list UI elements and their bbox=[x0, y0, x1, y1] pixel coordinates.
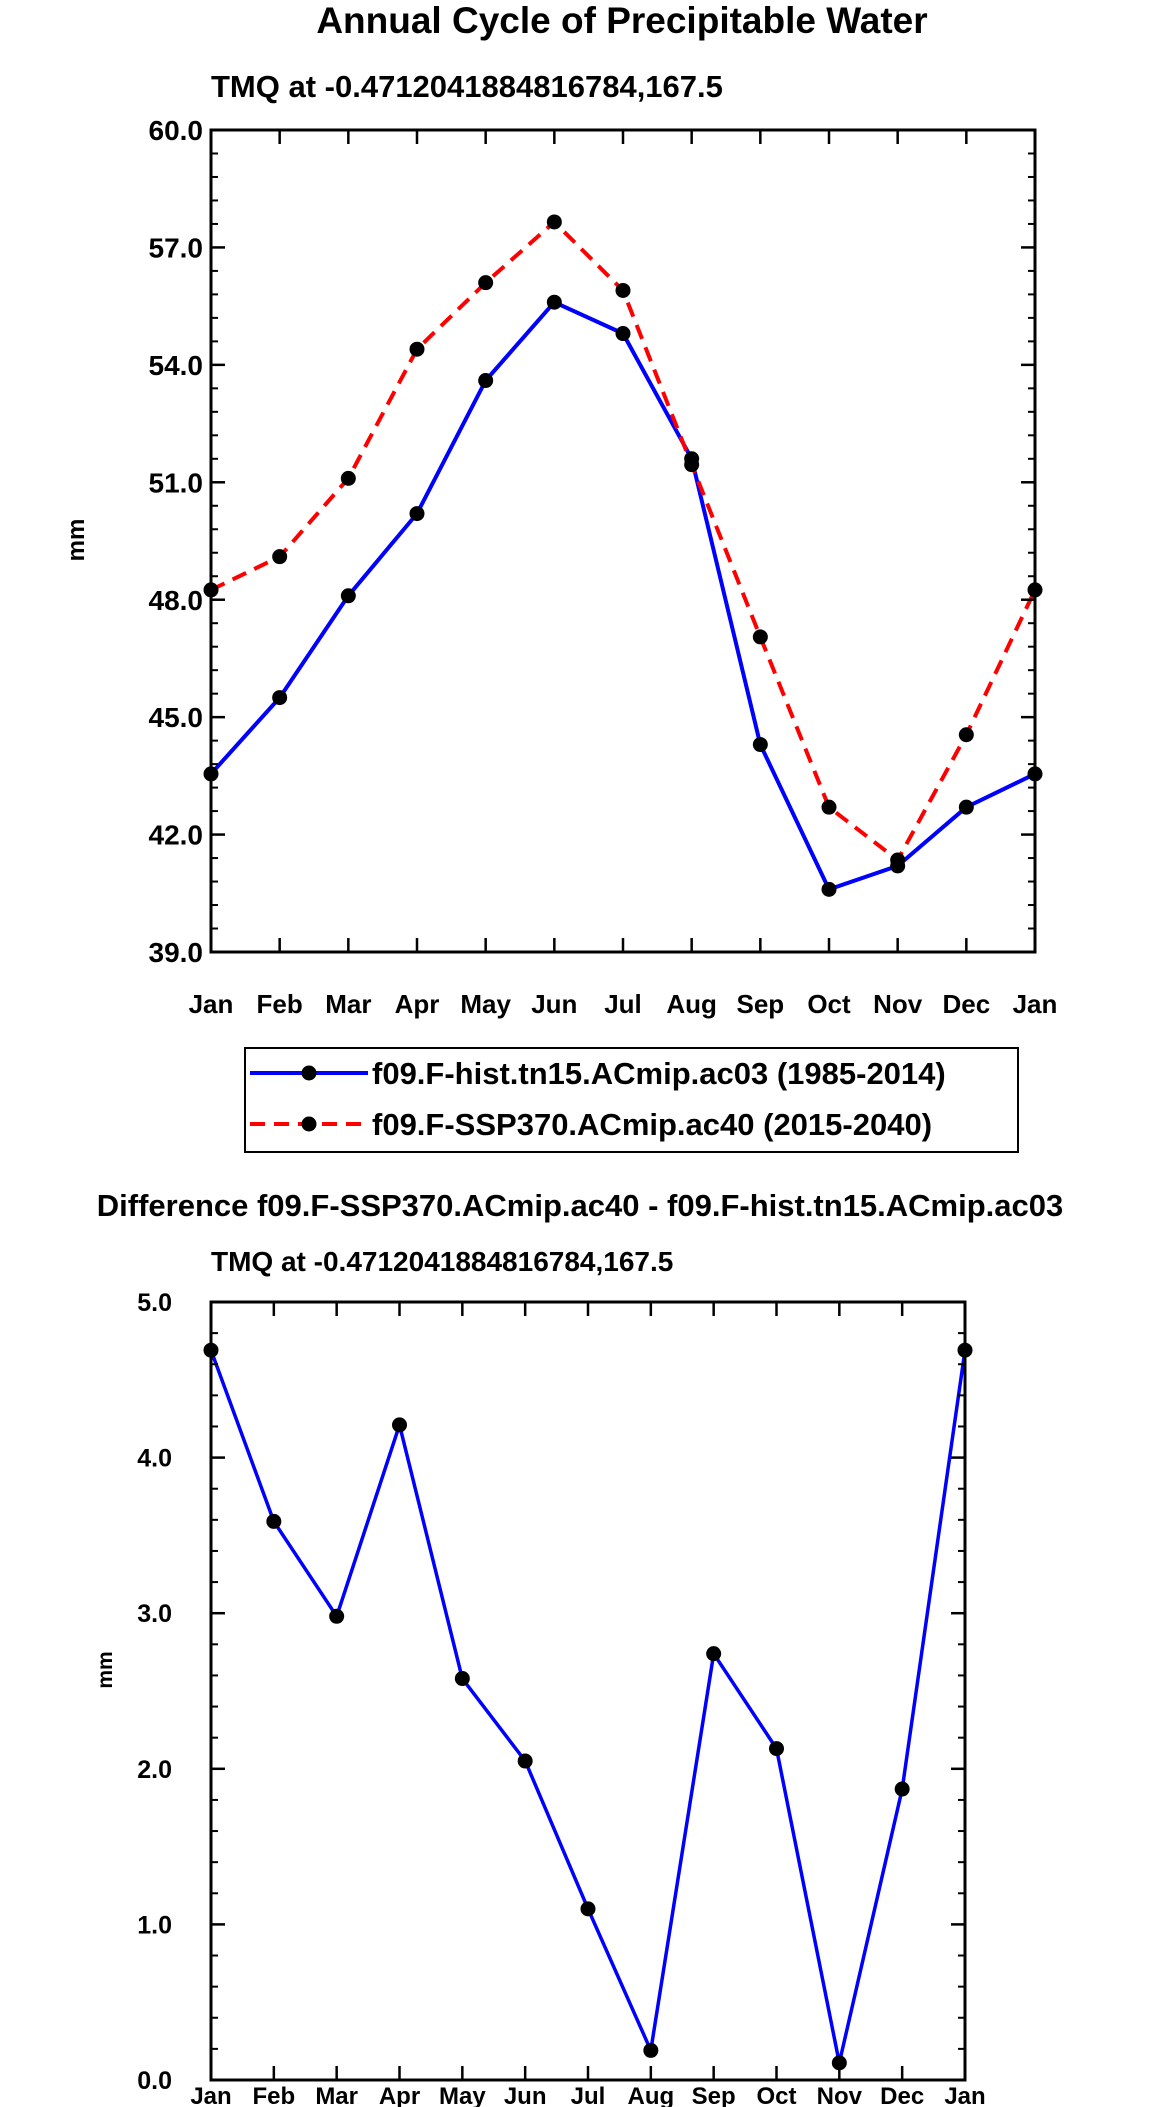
bottom-series-0-line bbox=[209, 1349, 967, 2065]
top-y-tick-label: 45.0 bbox=[149, 702, 204, 733]
top-chart: Annual Cycle of Precipitable Water TMQ a… bbox=[63, 0, 1057, 1019]
top-series-1-point bbox=[752, 629, 768, 645]
top-series-1-point bbox=[821, 799, 837, 815]
top-x-tick-label: May bbox=[460, 989, 511, 1019]
top-series-0-point bbox=[546, 294, 562, 310]
top-chart-subtitle: TMQ at -0.4712041884816784,167.5 bbox=[211, 69, 723, 104]
top-series-1-point bbox=[340, 470, 356, 486]
bottom-x-tick-label: Jun bbox=[504, 2083, 547, 2107]
bottom-series-0-point bbox=[831, 2055, 847, 2071]
bottom-y-tick-label: 4.0 bbox=[137, 1445, 172, 1473]
bottom-x-tick-label: Aug bbox=[628, 2083, 675, 2107]
top-chart-y-axis-label: mm bbox=[63, 519, 90, 562]
bottom-y-tick-label: 5.0 bbox=[137, 1289, 172, 1317]
top-series-0-point bbox=[409, 506, 425, 522]
top-x-tick-label: Sep bbox=[736, 989, 784, 1019]
top-x-tick-label: Jul bbox=[604, 989, 642, 1019]
top-series-0-point bbox=[340, 588, 356, 604]
legend-label-hist: f09.F-hist.tn15.ACmip.ac03 (1985-2014) bbox=[372, 1056, 946, 1091]
top-x-tick-label: Nov bbox=[873, 989, 923, 1019]
top-series-1-point bbox=[958, 727, 974, 743]
bottom-y-tick-label: 1.0 bbox=[137, 1911, 172, 1939]
top-series-0-point bbox=[752, 737, 768, 753]
top-chart-title: Annual Cycle of Precipitable Water bbox=[316, 0, 927, 41]
top-x-tick-label: Aug bbox=[666, 989, 717, 1019]
top-series-0-point bbox=[958, 799, 974, 815]
top-plot-frame bbox=[209, 128, 1037, 954]
bottom-y-tick-label: 2.0 bbox=[137, 1756, 172, 1784]
bottom-chart-y-axis-label: mm bbox=[94, 1651, 117, 1688]
top-x-tick-label: Jan bbox=[1013, 989, 1058, 1019]
legend-marker-hist bbox=[301, 1065, 317, 1081]
top-series-1-point bbox=[546, 214, 562, 230]
top-series-0-point bbox=[272, 690, 288, 706]
bottom-series-0-point bbox=[329, 1608, 345, 1624]
bottom-series-0-point bbox=[769, 1741, 784, 1757]
top-y-tick-label: 51.0 bbox=[149, 467, 204, 498]
top-series-0-point bbox=[615, 326, 631, 342]
legend-marker-ssp bbox=[301, 1116, 317, 1132]
bottom-x-tick-label: Jan bbox=[190, 2083, 231, 2107]
bottom-series-0-point bbox=[517, 1753, 533, 1769]
bottom-y-tick-label: 0.0 bbox=[137, 2067, 172, 2095]
bottom-chart-title: Difference f09.F-SSP370.ACmip.ac40 - f09… bbox=[97, 1188, 1064, 1223]
top-series-1-point bbox=[272, 549, 288, 565]
bottom-chart-subtitle: TMQ at -0.4712041884816784,167.5 bbox=[211, 1246, 673, 1277]
bottom-x-tick-label: May bbox=[439, 2083, 486, 2107]
top-series-1-point bbox=[890, 852, 906, 868]
top-series-0-point bbox=[478, 373, 494, 389]
bottom-y-tick-label: 3.0 bbox=[137, 1600, 172, 1628]
top-y-tick-label: 42.0 bbox=[149, 820, 204, 851]
legend-label-ssp: f09.F-SSP370.ACmip.ac40 (2015-2040) bbox=[372, 1107, 932, 1142]
bottom-series-0-point bbox=[580, 1901, 596, 1917]
bottom-x-tick-label: Oct bbox=[756, 2083, 796, 2107]
legend: f09.F-hist.tn15.ACmip.ac03 (1985-2014) f… bbox=[244, 1047, 1019, 1153]
top-y-tick-label: 54.0 bbox=[149, 350, 204, 381]
top-series-1-line bbox=[210, 220, 1037, 862]
top-y-tick-label: 39.0 bbox=[149, 937, 204, 968]
bottom-chart: Difference f09.F-SSP370.ACmip.ac40 - f09… bbox=[94, 1188, 1063, 2107]
bottom-plot-frame bbox=[209, 1300, 967, 2082]
top-x-tick-label: Mar bbox=[325, 989, 371, 1019]
top-series-1-point bbox=[684, 457, 700, 473]
top-series-1-point bbox=[615, 282, 631, 298]
bottom-series-0-point bbox=[706, 1646, 722, 1662]
top-x-tick-label: Apr bbox=[395, 989, 440, 1019]
bottom-series-0-point bbox=[894, 1781, 910, 1797]
legend-box bbox=[244, 1047, 1019, 1153]
bottom-series-0-point bbox=[266, 1513, 282, 1529]
bottom-x-tick-label: Feb bbox=[252, 2083, 295, 2107]
top-x-tick-label: Oct bbox=[807, 989, 851, 1019]
top-x-tick-label: Jun bbox=[531, 989, 577, 1019]
top-y-tick-label: 57.0 bbox=[149, 233, 204, 264]
bottom-series-0-point bbox=[454, 1671, 470, 1687]
top-y-tick-label: 60.0 bbox=[149, 115, 204, 146]
bottom-x-tick-label: Jul bbox=[571, 2083, 606, 2107]
top-series-0-point bbox=[821, 881, 837, 897]
top-x-tick-label: Jan bbox=[189, 989, 234, 1019]
top-series-0-line bbox=[209, 300, 1036, 892]
top-series-1-point bbox=[409, 341, 425, 357]
top-series-1-point bbox=[478, 275, 494, 291]
bottom-x-tick-label: Nov bbox=[817, 2083, 863, 2107]
bottom-x-tick-label: Jan bbox=[944, 2083, 985, 2107]
bottom-x-tick-label: Mar bbox=[315, 2083, 358, 2107]
top-x-tick-label: Dec bbox=[942, 989, 990, 1019]
bottom-x-tick-label: Sep bbox=[692, 2083, 736, 2107]
bottom-series-0-point bbox=[392, 1417, 407, 1433]
top-x-tick-label: Feb bbox=[257, 989, 303, 1019]
top-y-tick-label: 48.0 bbox=[149, 585, 204, 616]
bottom-x-tick-label: Apr bbox=[379, 2083, 420, 2107]
bottom-series-0-point bbox=[643, 2042, 659, 2058]
bottom-x-tick-label: Dec bbox=[880, 2083, 924, 2107]
